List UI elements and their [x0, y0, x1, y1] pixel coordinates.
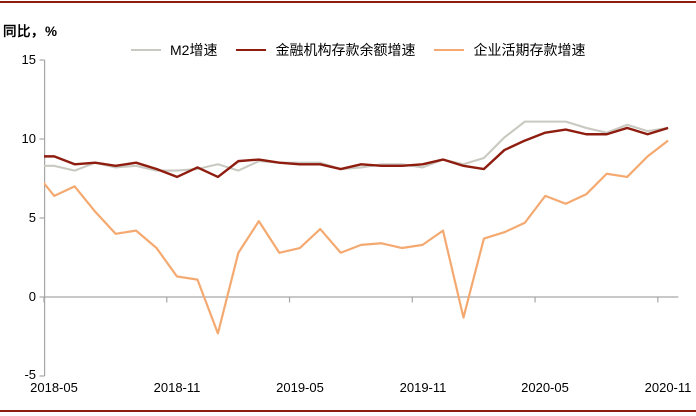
x-axis-tick-label: 2018-11 [153, 380, 201, 395]
chart-canvas [39, 59, 679, 377]
top-accent-rule [0, 1, 696, 4]
x-axis-tick-label: 2019-11 [399, 380, 447, 395]
legend-item-m2: M2增速 [131, 42, 217, 58]
legend-item-deposits: 金融机构存款余额增速 [236, 42, 415, 58]
legend: M2增速 金融机构存款余额增速 企业活期存款增速 [131, 42, 585, 58]
deposits-line-swatch-icon [236, 49, 267, 51]
legend-item-demand-deposits: 企业活期存款增速 [434, 42, 585, 58]
x-axis-tick-label: 2020-11 [644, 380, 692, 395]
y-axis-tick-label: -5 [24, 367, 36, 382]
legend-label-deposits: 金融机构存款余额增速 [275, 42, 416, 58]
bottom-accent-rule [0, 410, 696, 413]
x-axis-tick-label: 2020-05 [521, 380, 569, 395]
demand-deposits-series-line [44, 139, 669, 335]
legend-label-demand-deposits: 企业活期存款增速 [473, 42, 586, 58]
m2-series-line [44, 120, 669, 172]
y-axis-tick-label: 15 [21, 52, 36, 67]
y-axis-unit-label: 同比，% [3, 24, 58, 39]
m2-line-swatch-icon [131, 49, 161, 51]
demand-deposits-line-swatch-icon [434, 49, 465, 51]
y-axis-tick-label: 0 [28, 289, 36, 304]
x-axis-tick-label: 2018-05 [30, 380, 78, 395]
x-axis-tick-label: 2019-05 [276, 380, 324, 395]
legend-label-m2: M2增速 [170, 42, 218, 58]
y-axis-tick-label: 10 [21, 131, 36, 146]
deposits-series-line [44, 126, 669, 179]
y-axis-tick-label: 5 [28, 210, 36, 225]
